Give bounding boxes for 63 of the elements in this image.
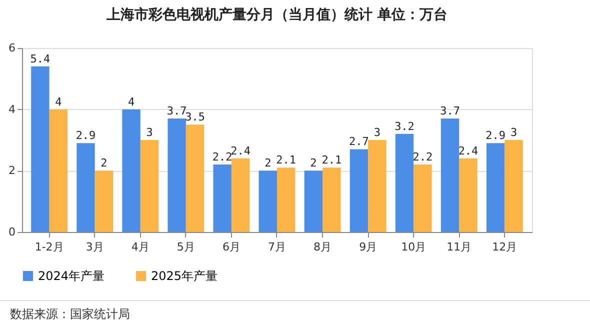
data-label: 2.9	[76, 129, 96, 142]
data-label: 2	[100, 156, 108, 170]
chart-title: 上海市彩色电视机产量分月（当月值）统计 单位：万台	[106, 6, 448, 23]
bar	[140, 140, 159, 232]
x-tick-label: 9月	[359, 240, 378, 254]
bar	[213, 164, 232, 232]
data-label: 2.1	[322, 154, 342, 167]
x-tick-label: 4月	[131, 240, 150, 254]
bar	[49, 109, 68, 232]
x-tick-label: 10月	[401, 240, 426, 254]
legend-label: 2024年产量	[38, 269, 105, 283]
data-label: 3.5	[185, 110, 205, 124]
data-label: 2.1	[276, 154, 296, 167]
bar	[304, 170, 323, 232]
bar	[395, 134, 414, 232]
x-tick-label: 11月	[446, 240, 472, 254]
bar	[94, 170, 114, 232]
data-label: 3.2	[394, 120, 414, 133]
data-label: 2.4	[230, 144, 251, 158]
x-tick-label: 12月	[492, 240, 518, 254]
data-label: 2.7	[349, 135, 369, 148]
y-tick-label: 0	[8, 226, 16, 238]
bar	[31, 66, 50, 232]
data-label: 2.2	[412, 150, 433, 164]
bar	[258, 170, 277, 232]
bar	[168, 118, 186, 232]
bar	[440, 118, 460, 232]
bar	[486, 143, 505, 232]
data-label: 3	[510, 126, 518, 139]
x-tick-label: 7月	[268, 240, 286, 254]
data-label: 2.4	[458, 144, 479, 158]
data-label: 3.7	[440, 104, 460, 118]
data-label: 5.4	[30, 52, 51, 66]
y-tick-label: 6	[8, 42, 16, 54]
x-tick-label: 3月	[86, 240, 104, 254]
bar	[368, 140, 386, 232]
bar	[277, 168, 296, 232]
data-label: 4	[128, 95, 135, 108]
bar	[231, 158, 250, 232]
bar	[122, 109, 140, 232]
x-tick-label: 1-2月	[34, 240, 64, 254]
data-label: 2	[264, 156, 272, 170]
bar	[459, 158, 478, 232]
y-tick-label: 4	[8, 102, 16, 116]
bar	[350, 149, 368, 232]
data-label: 2.9	[486, 129, 506, 142]
x-tick-label: 8月	[314, 240, 332, 254]
bar	[504, 140, 523, 232]
data-label: 2	[310, 156, 317, 170]
data-label: 4	[55, 95, 62, 108]
source-note: 数据来源：国家统计局	[10, 306, 130, 323]
data-label: 2.2	[212, 150, 232, 164]
bar	[414, 164, 432, 232]
legend-label: 2025年产量	[151, 269, 218, 283]
x-tick-label: 6月	[222, 240, 240, 254]
data-label: 3.7	[166, 104, 187, 118]
data-label: 3	[374, 126, 380, 139]
bar	[76, 143, 95, 232]
data-label: 3	[146, 126, 153, 139]
x-tick-label: 5月	[176, 240, 195, 254]
bar	[186, 124, 204, 232]
bar	[322, 168, 341, 232]
y-tick-label: 2	[8, 164, 16, 178]
